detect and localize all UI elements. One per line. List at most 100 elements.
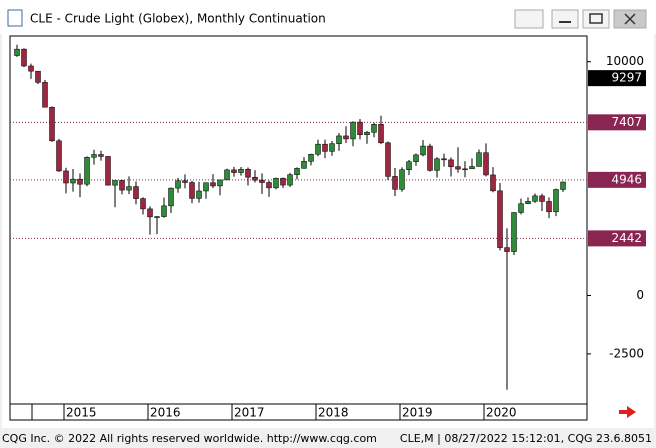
candle-body bbox=[553, 189, 559, 213]
candle-body bbox=[364, 132, 370, 135]
window-title: CLE - Crude Light (Globex), Monthly Cont… bbox=[30, 12, 326, 26]
scroll-arrow[interactable] bbox=[619, 406, 636, 418]
candle-body bbox=[224, 169, 230, 181]
candle-body bbox=[399, 169, 405, 190]
footer-left: CQG Inc. © 2022 All rights reserved worl… bbox=[2, 432, 377, 445]
y-tick-label: 10000 bbox=[606, 54, 644, 68]
candle-body bbox=[42, 82, 48, 108]
candle-body bbox=[231, 169, 237, 173]
candle-body bbox=[56, 140, 62, 172]
footer-right: CLE,M | 08/27/2022 15:12:01, CQG 23.6.80… bbox=[400, 432, 652, 445]
candle-body bbox=[49, 106, 55, 142]
price-box-label: 4946 bbox=[611, 172, 642, 186]
candle-body bbox=[245, 168, 251, 178]
x-tick-label: 2019 bbox=[402, 406, 433, 420]
candle-body bbox=[77, 178, 83, 185]
candle-body bbox=[490, 174, 496, 192]
candle-body bbox=[287, 174, 293, 186]
candle-body bbox=[315, 143, 321, 155]
candle-body bbox=[21, 48, 27, 67]
candle-body bbox=[441, 158, 447, 161]
candle-body bbox=[70, 178, 76, 184]
x-tick-label: 2015 bbox=[66, 406, 97, 420]
candle-body bbox=[343, 135, 349, 140]
candle-body bbox=[350, 121, 356, 140]
x-tick-label: 2018 bbox=[318, 406, 349, 420]
candle-body bbox=[147, 208, 153, 218]
candle-body bbox=[476, 152, 482, 167]
plot-frame bbox=[9, 35, 588, 405]
maximize-button[interactable] bbox=[582, 9, 610, 29]
candle-body bbox=[406, 161, 412, 170]
candle-body bbox=[448, 159, 454, 167]
candle-body bbox=[161, 205, 167, 217]
candle-body bbox=[210, 182, 216, 187]
candle-body bbox=[357, 121, 363, 135]
price-box-label: 7407 bbox=[611, 115, 642, 129]
candle-body bbox=[168, 187, 174, 207]
close-icon bbox=[624, 13, 636, 25]
candle-body bbox=[259, 179, 265, 183]
candle-body bbox=[175, 180, 181, 189]
last-price-label: 9297 bbox=[611, 71, 642, 85]
candle-body bbox=[14, 48, 20, 56]
app-icon bbox=[7, 9, 23, 27]
candle-body bbox=[392, 176, 398, 190]
candle-body bbox=[462, 168, 468, 171]
price-box bbox=[588, 171, 646, 188]
candle-body bbox=[427, 145, 433, 171]
candle-body bbox=[84, 157, 90, 185]
candle-body bbox=[140, 198, 146, 210]
candle-body bbox=[420, 145, 426, 156]
x-tick-label: 2020 bbox=[486, 406, 517, 420]
candle-body bbox=[266, 182, 272, 189]
candle-body bbox=[294, 168, 300, 175]
candle-body bbox=[203, 182, 209, 192]
candle-body bbox=[329, 143, 335, 152]
y-tick-label: -2500 bbox=[609, 346, 644, 360]
price-box bbox=[588, 114, 646, 131]
candle-body bbox=[539, 195, 545, 202]
candle-body bbox=[497, 190, 503, 248]
candle-body bbox=[511, 212, 517, 252]
candle-body bbox=[217, 179, 223, 187]
x-tick-label: 2017 bbox=[234, 406, 265, 420]
candle-body bbox=[455, 166, 461, 170]
candle-body bbox=[63, 170, 69, 184]
candle-body bbox=[371, 124, 377, 133]
candle-body bbox=[532, 195, 538, 202]
maximize-icon bbox=[589, 13, 603, 24]
candle-body bbox=[126, 186, 132, 191]
minimize-button[interactable] bbox=[551, 9, 579, 29]
candle-body bbox=[546, 201, 552, 213]
title-bar bbox=[0, 0, 656, 34]
candle-body bbox=[322, 143, 328, 152]
y-tick-label: 0 bbox=[636, 288, 644, 302]
axis-corner-box bbox=[9, 403, 33, 421]
candle-body bbox=[238, 168, 244, 173]
candle-body bbox=[154, 216, 160, 218]
last-price-box bbox=[588, 70, 646, 87]
candle-body bbox=[378, 124, 384, 144]
candle-body bbox=[189, 182, 195, 199]
candle-body bbox=[434, 158, 440, 171]
candle-body bbox=[483, 152, 489, 176]
candle-body bbox=[301, 161, 307, 169]
candle-body bbox=[504, 247, 510, 252]
candle-body bbox=[35, 70, 41, 83]
candle-body bbox=[112, 180, 118, 186]
candle-body bbox=[525, 201, 531, 204]
candle-body bbox=[336, 135, 342, 144]
link-button[interactable] bbox=[514, 9, 544, 29]
price-box bbox=[588, 230, 646, 247]
candle-body bbox=[28, 65, 34, 72]
candle-body bbox=[105, 156, 111, 186]
candle-body bbox=[560, 181, 566, 190]
candle-body bbox=[280, 177, 286, 186]
candle-body bbox=[252, 176, 258, 181]
price-box-label: 2442 bbox=[611, 231, 642, 245]
candle-body bbox=[413, 154, 419, 162]
candle-body bbox=[385, 142, 391, 177]
candle-body bbox=[98, 154, 104, 157]
